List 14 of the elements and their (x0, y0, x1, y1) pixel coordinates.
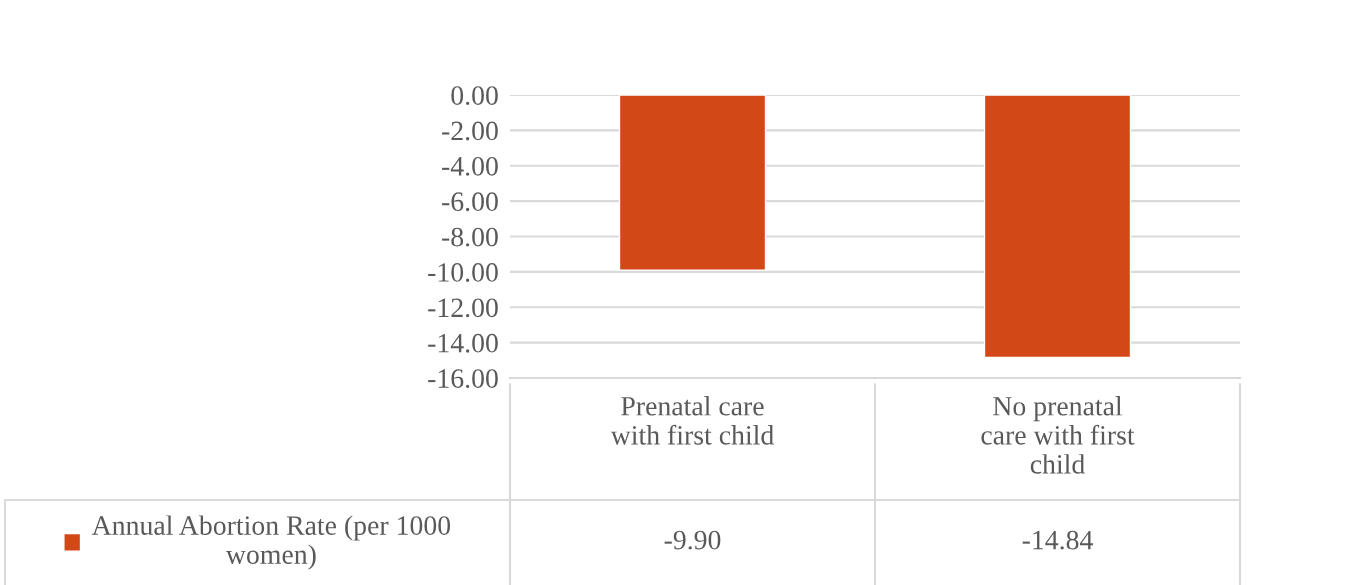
y-tick-label: -14.00 (428, 333, 498, 353)
y-tick-label: -12.00 (428, 298, 498, 318)
y-tick-label: -4.00 (442, 156, 498, 176)
y-tick-label: -6.00 (442, 192, 498, 212)
y-tick-label: -16.00 (428, 369, 498, 389)
y-tick-label: -8.00 (442, 227, 498, 247)
x-tick-label: Prenatal care with first child (610, 396, 774, 445)
y-tick-label: 0.00 (451, 86, 498, 106)
y-tick-label: -10.00 (428, 263, 498, 282)
legend-label: Annual Abortion Rate (per 1000 women) (91, 515, 451, 570)
x-tick-label: No prenatal care with first child (981, 396, 1135, 474)
data-label: -9.90 (664, 530, 721, 550)
data-label: -14.84 (1022, 530, 1093, 550)
y-tick-label: -2.00 (442, 121, 498, 141)
